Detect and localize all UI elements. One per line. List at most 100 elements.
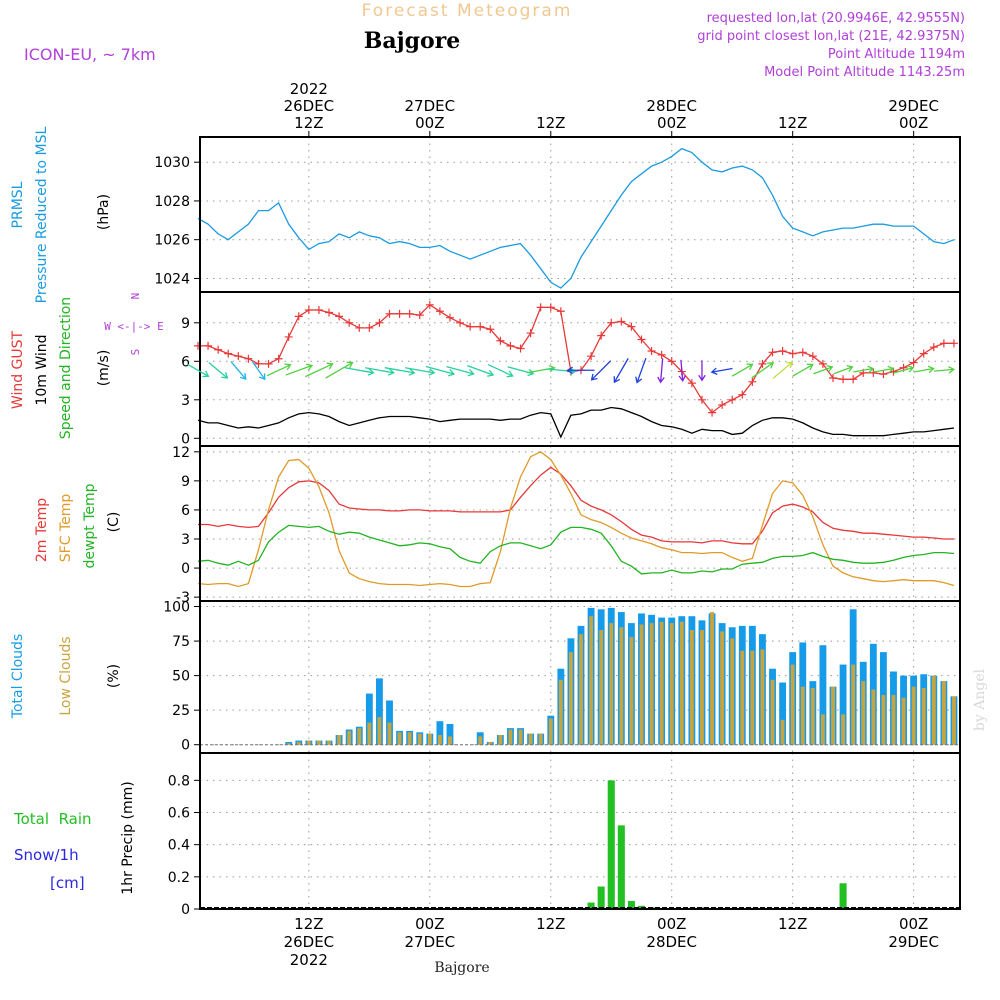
gust-marker xyxy=(516,344,525,353)
wind-arrow-shaft xyxy=(446,366,474,375)
time-tick-label-top: 12Z xyxy=(536,114,565,132)
bar-rain xyxy=(617,825,625,909)
bar-low-clouds xyxy=(629,636,634,745)
bar-low-clouds xyxy=(367,722,372,745)
gust-marker xyxy=(556,307,565,316)
wind-arrow-head xyxy=(590,373,598,381)
wind-arrow-head xyxy=(428,368,436,376)
wind-arrow-shaft xyxy=(772,361,793,379)
bar-low-clouds xyxy=(347,730,352,745)
time-tick-label-top: 12Z xyxy=(294,114,323,132)
bar-low-clouds xyxy=(730,638,735,745)
bar-low-clouds xyxy=(437,735,442,745)
gust-marker xyxy=(718,400,727,409)
gust-marker xyxy=(405,309,414,318)
gust-marker xyxy=(869,368,878,377)
series-line-dewpt-temp xyxy=(197,524,955,575)
panel-frame xyxy=(199,136,961,293)
wind-arrow-head xyxy=(698,374,706,382)
time-tick-label-bottom: 12Z xyxy=(536,915,565,933)
gust-marker xyxy=(839,375,848,384)
bar-total-clouds xyxy=(779,682,787,745)
wind-unit: (m/s) xyxy=(96,350,112,387)
time-tick-label-bottom: 2022 xyxy=(290,951,328,969)
wind-arrow-head xyxy=(678,375,687,382)
wind-arrow-head xyxy=(548,364,556,373)
compass-n: N xyxy=(129,293,142,300)
gust-marker xyxy=(697,395,706,404)
series-line-2m-temp xyxy=(198,466,954,545)
wind-arrow-head xyxy=(887,365,895,374)
panel-frame xyxy=(199,445,961,602)
bar-low-clouds xyxy=(740,650,745,745)
footer-location: Bajgore xyxy=(434,960,489,976)
gust-marker xyxy=(617,317,626,326)
bar-low-clouds xyxy=(538,733,543,745)
time-tick-label-top: 28DEC xyxy=(646,97,697,115)
wind-arrow-head xyxy=(258,373,266,381)
bar-total-clouds xyxy=(436,721,444,745)
gust-marker xyxy=(284,332,293,341)
model-label: ICON-EU, ~ 7km xyxy=(24,45,156,64)
time-tick-label-bottom: 00Z xyxy=(657,915,686,933)
gust-marker xyxy=(274,354,283,363)
pressure-unit: (hPa) xyxy=(96,194,112,230)
bar-rain xyxy=(607,780,615,909)
wind-arrow-head xyxy=(367,368,375,376)
wind-arrow-shaft xyxy=(266,364,291,377)
watermark: by Angel xyxy=(972,668,988,731)
bar-low-clouds xyxy=(639,624,644,745)
wind-arrow-head xyxy=(806,363,814,371)
wind10-label: 10m Wind xyxy=(34,334,50,405)
bar-low-clouds xyxy=(659,621,664,745)
wind-arrow-shaft xyxy=(613,358,629,383)
gust-marker xyxy=(456,318,465,327)
time-tick-label-bottom: 29DEC xyxy=(888,933,939,951)
gust-marker xyxy=(445,313,454,322)
dewpt-label: dewpt Temp xyxy=(82,483,98,568)
y-tick-label: 0 xyxy=(181,738,190,754)
gust-marker xyxy=(637,335,646,344)
gust-marker xyxy=(264,359,273,368)
panel-clouds: 0 25 50 75 100 xyxy=(163,600,961,754)
wind-arrow-shaft xyxy=(467,364,494,376)
bar-low-clouds xyxy=(901,697,906,745)
y-tick-label: 0 xyxy=(181,561,190,577)
wind-arrow-shaft xyxy=(813,366,833,375)
bar-low-clouds xyxy=(669,623,674,745)
gust-marker xyxy=(748,377,757,386)
wind-arrow-head xyxy=(746,363,754,371)
bar-low-clouds xyxy=(911,686,916,745)
bar-low-clouds xyxy=(609,623,614,745)
gust-marker xyxy=(546,303,555,312)
wind-arrow-shaft xyxy=(230,361,247,380)
bar-low-clouds xyxy=(800,686,805,745)
bar-rain xyxy=(627,900,635,909)
bar-low-clouds xyxy=(619,627,624,745)
bar-low-clouds xyxy=(528,733,533,745)
wind-arrow-shaft xyxy=(680,359,684,381)
point-altitude: Point Altitude 1194m xyxy=(828,47,965,62)
bar-low-clouds xyxy=(820,714,825,745)
location-title: Bajgore xyxy=(364,28,460,54)
wind-arrow-head xyxy=(826,364,834,373)
time-tick-label-top: 00Z xyxy=(415,114,444,132)
wind-arrow-shaft xyxy=(208,362,228,379)
pressure-panel-labels: PRMSL Pressure Reduced to MSL (hPa) xyxy=(10,126,112,303)
bar-low-clouds xyxy=(952,696,956,745)
gust-marker xyxy=(415,311,424,320)
gust-marker xyxy=(687,379,696,388)
wind-arrow-shaft xyxy=(893,367,914,374)
y-tick-label: 1026 xyxy=(154,233,190,249)
t2m-label: 2m Temp xyxy=(34,498,50,562)
gust-marker xyxy=(607,318,616,327)
wind-arrow-head xyxy=(202,370,210,378)
cloud-panel-labels: Total Clouds Low Clouds (%) xyxy=(10,634,122,719)
gust-marker xyxy=(486,325,495,334)
wind-arrow-shaft xyxy=(305,363,333,378)
snow-label: Snow/1h xyxy=(14,846,79,864)
y-tick-label: 6 xyxy=(181,354,190,370)
bar-low-clouds xyxy=(760,649,765,745)
y-tick-label: -3 xyxy=(176,590,190,606)
